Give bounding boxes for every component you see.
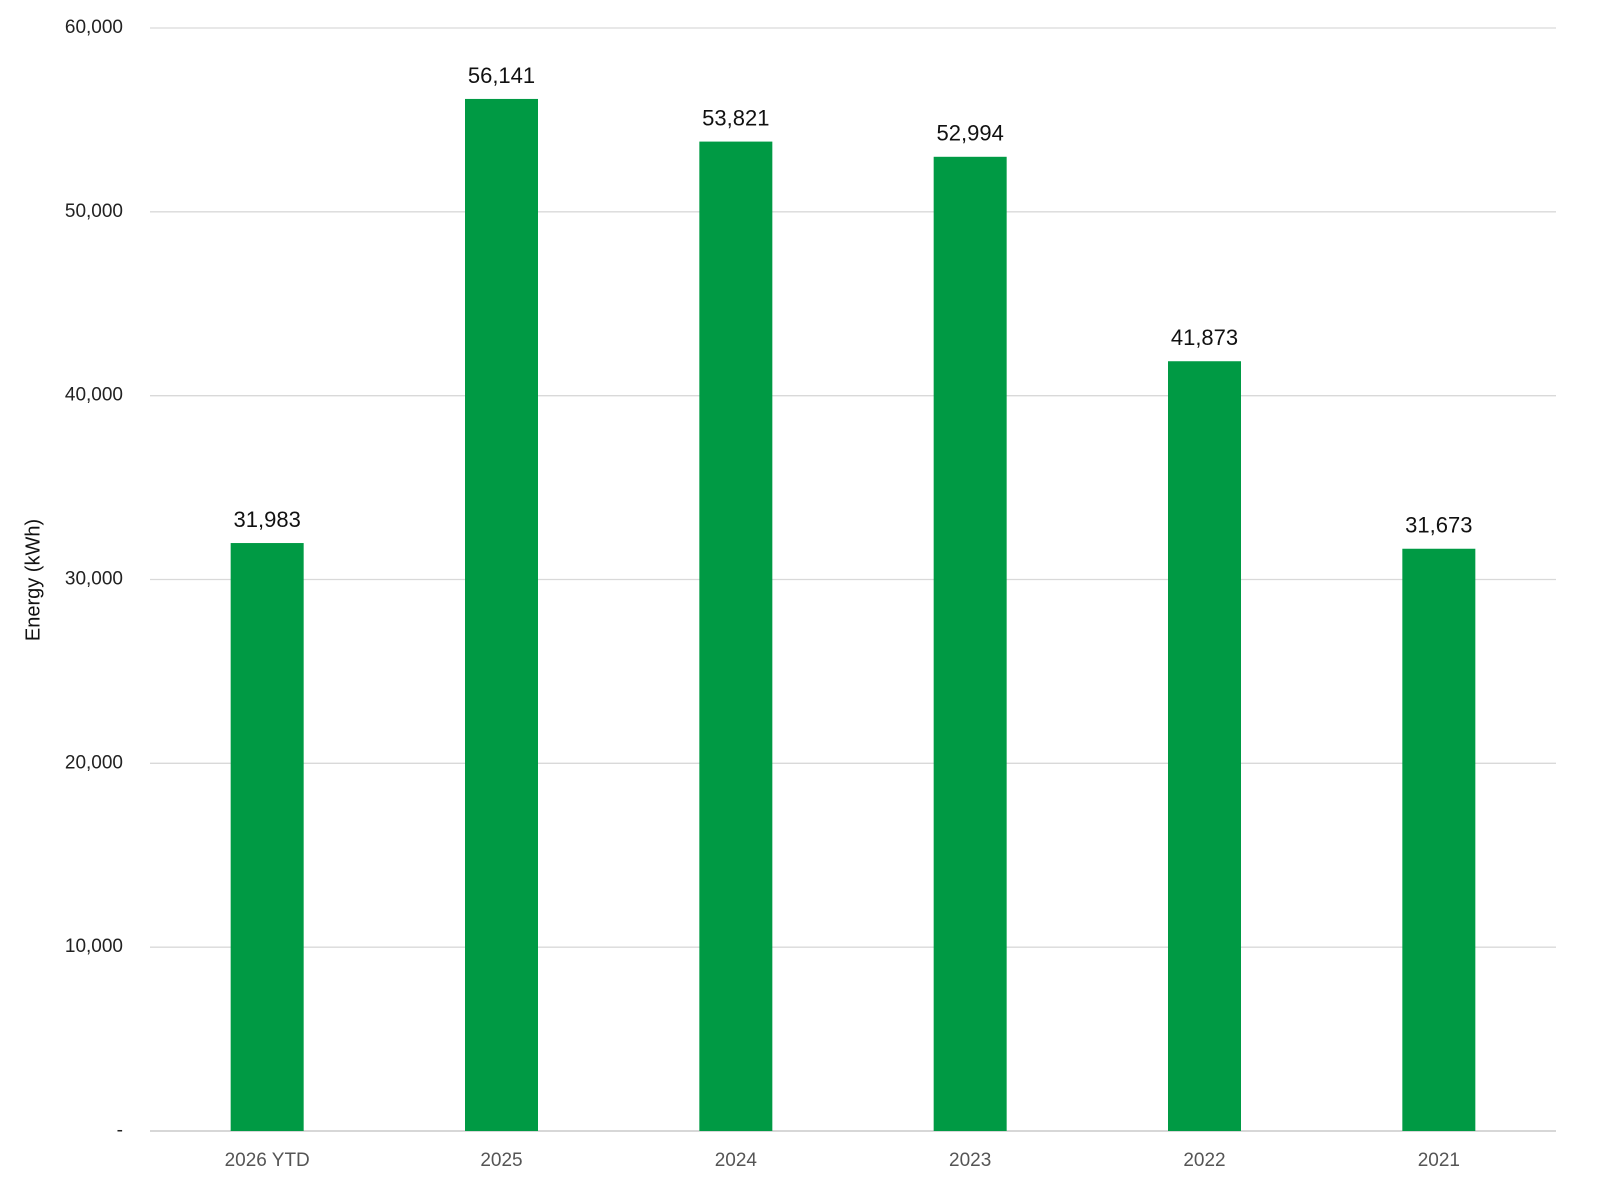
y-tick-label: 20,000: [65, 752, 123, 773]
y-tick-label: 10,000: [65, 936, 123, 957]
y-tick-label: 50,000: [65, 201, 123, 222]
y-tick-label: 30,000: [65, 569, 123, 590]
value-label: 31,983: [234, 507, 301, 532]
value-label: 53,821: [702, 105, 769, 130]
y-tick-label: -: [117, 1120, 123, 1141]
bar: [699, 141, 773, 1131]
x-tick-label: 2023: [949, 1150, 991, 1171]
bar: [1402, 548, 1476, 1131]
x-tick-label: 2025: [480, 1150, 522, 1171]
value-label: 41,873: [1171, 325, 1238, 350]
y-axis-title: Energy (kWh): [22, 519, 44, 641]
bar: [1168, 361, 1241, 1131]
x-tick-label: 2022: [1183, 1150, 1225, 1171]
x-tick-label: 2021: [1418, 1150, 1460, 1171]
y-tick-label: 60,000: [65, 17, 123, 38]
bar: [465, 98, 538, 1131]
value-label: 52,994: [937, 121, 1004, 146]
value-label: 31,673: [1405, 513, 1472, 538]
value-label: 56,141: [468, 63, 535, 88]
bar: [230, 543, 304, 1131]
bar: [933, 156, 1007, 1131]
y-tick-label: 40,000: [65, 385, 123, 406]
x-tick-label: 2026 YTD: [225, 1150, 310, 1171]
x-tick-label: 2024: [715, 1150, 758, 1171]
